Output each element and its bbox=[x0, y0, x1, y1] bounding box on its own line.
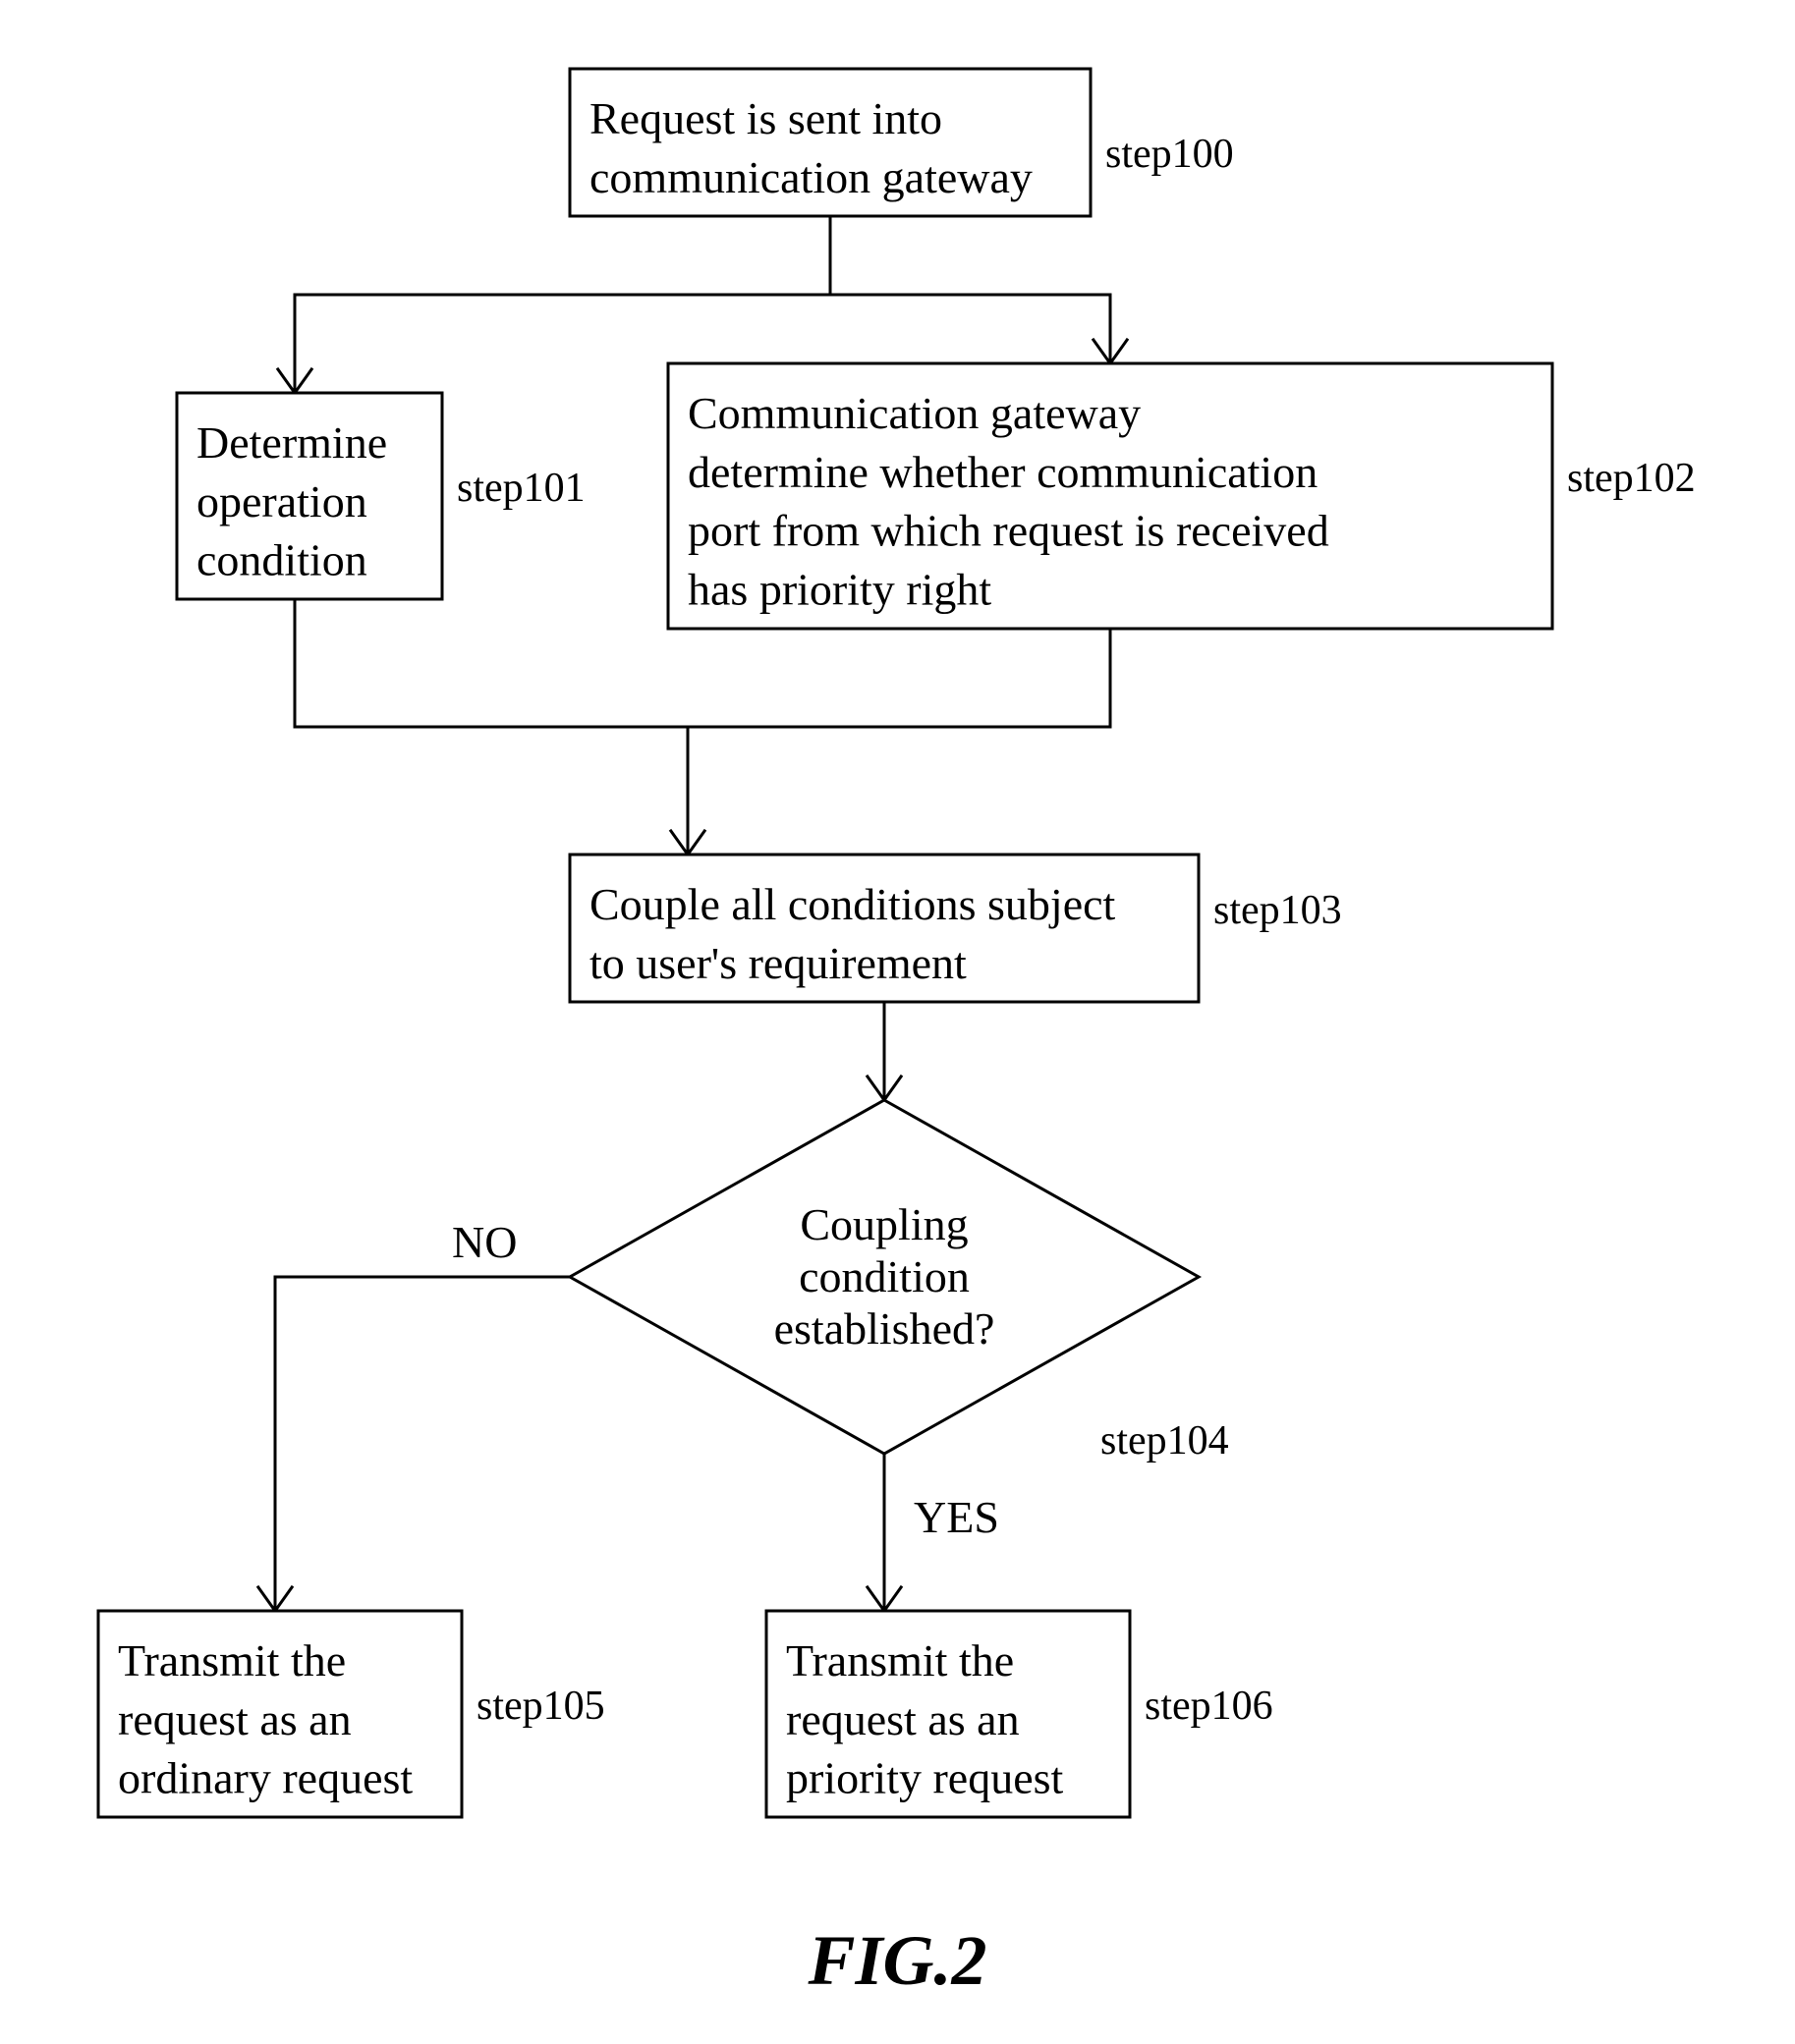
node-text-n105-0: Transmit the bbox=[118, 1635, 346, 1685]
edge-e7 bbox=[275, 1277, 570, 1611]
node-text-n105-1: request as an bbox=[118, 1694, 352, 1744]
node-text-n106-1: request as an bbox=[786, 1694, 1020, 1744]
node-text-n102-3: has priority right bbox=[688, 564, 991, 614]
node-n105: Transmit the request as an ordinary reques… bbox=[98, 1611, 605, 1817]
node-n100: Request is sent into communication gatewa… bbox=[570, 69, 1234, 216]
node-n101: Determine operation condition step101 bbox=[177, 393, 586, 599]
node-text-n106-2: priority request bbox=[786, 1753, 1064, 1803]
node-text-n104-2: established? bbox=[774, 1303, 995, 1353]
node-text-n101-0: Determine bbox=[196, 417, 387, 468]
step-label-n103: step103 bbox=[1213, 888, 1342, 933]
node-n103: Couple all conditions subject to user's r… bbox=[570, 855, 1342, 1002]
step-label-n102: step102 bbox=[1567, 456, 1696, 501]
step-label-n101: step101 bbox=[457, 466, 586, 511]
edge-e2 bbox=[830, 295, 1110, 363]
node-text-n103-0: Couple all conditions subject bbox=[589, 879, 1116, 929]
node-text-n106-0: Transmit the bbox=[786, 1635, 1014, 1685]
edge-label-e7: NO bbox=[452, 1217, 517, 1267]
node-text-n100-1: communication gateway bbox=[589, 152, 1033, 202]
node-text-n102-1: determine whether communication bbox=[688, 447, 1318, 497]
node-text-n101-2: condition bbox=[196, 535, 367, 585]
edge-e4 bbox=[688, 629, 1110, 727]
edge-label-e8: YES bbox=[914, 1492, 999, 1542]
node-text-n105-2: ordinary request bbox=[118, 1753, 413, 1803]
node-text-n100-0: Request is sent into bbox=[589, 93, 942, 143]
edge-e3 bbox=[295, 599, 688, 727]
node-text-n101-1: operation bbox=[196, 476, 367, 526]
figure-caption: FIG.2 bbox=[807, 1921, 986, 2000]
node-n102: Communication gateway determine whether c… bbox=[668, 363, 1696, 629]
node-n106: Transmit the request as an priority reques… bbox=[766, 1611, 1273, 1817]
node-text-n104-0: Coupling bbox=[800, 1199, 968, 1249]
node-text-n104-1: condition bbox=[799, 1251, 970, 1301]
node-n104: Couplingconditionestablished? step104 bbox=[570, 1100, 1229, 1464]
step-label-n100: step100 bbox=[1105, 132, 1234, 177]
step-label-n106: step106 bbox=[1145, 1684, 1273, 1729]
node-text-n103-1: to user's requirement bbox=[589, 938, 967, 988]
step-label-n105: step105 bbox=[477, 1684, 605, 1729]
node-text-n102-0: Communication gateway bbox=[688, 388, 1141, 438]
step-label-n104: step104 bbox=[1100, 1418, 1229, 1464]
node-text-n102-2: port from which request is received bbox=[688, 506, 1329, 556]
